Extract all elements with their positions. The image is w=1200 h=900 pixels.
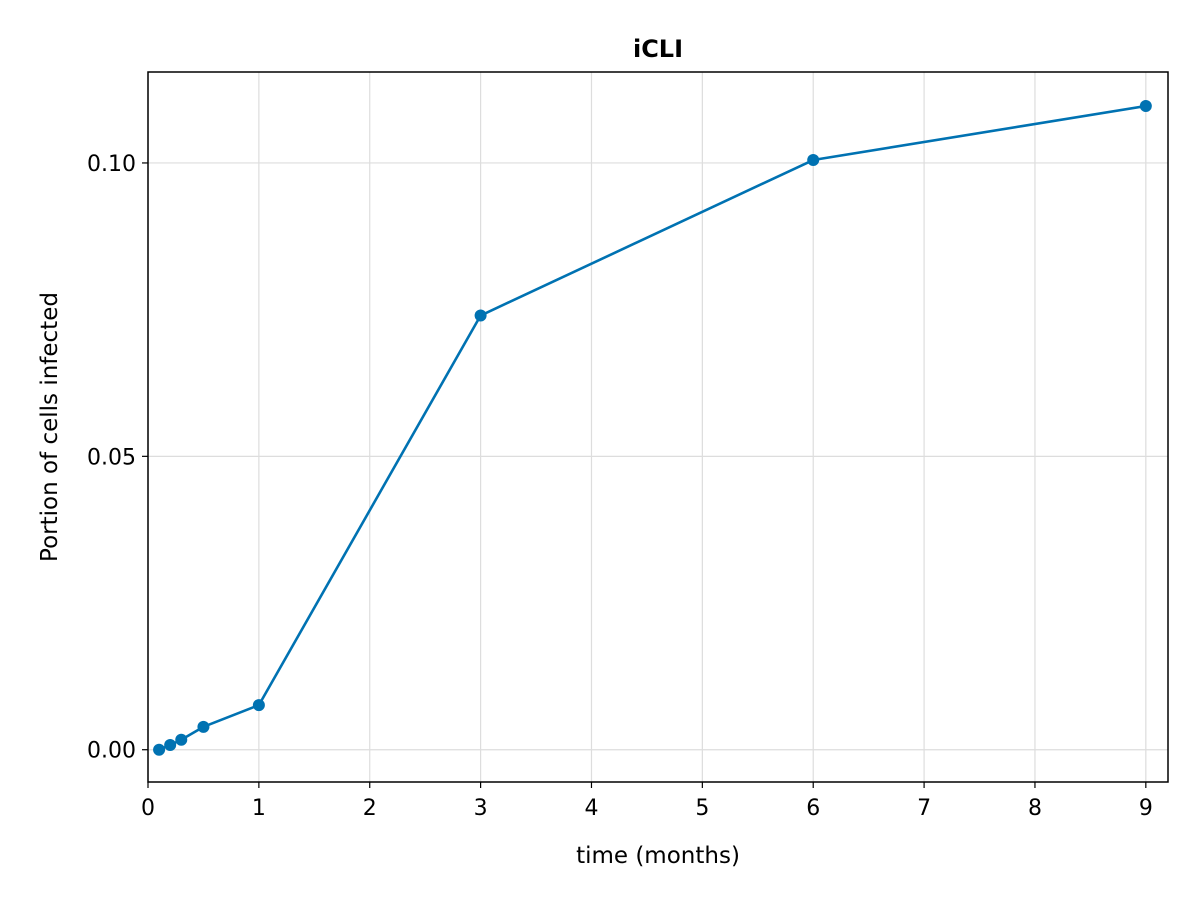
x-tick-label: 9 bbox=[1139, 796, 1153, 821]
x-tick-label: 7 bbox=[917, 796, 931, 821]
axes-frame bbox=[147, 71, 1169, 783]
data-point bbox=[197, 720, 210, 733]
data-point bbox=[153, 743, 166, 756]
chart-title: iCLI bbox=[633, 35, 683, 63]
data-point bbox=[474, 309, 487, 322]
y-tick-label: 0.10 bbox=[87, 152, 136, 177]
data-point bbox=[807, 154, 820, 167]
data-point bbox=[252, 699, 265, 712]
x-tick-label: 3 bbox=[474, 796, 488, 821]
y-axis: 0.00 0.05 0.10 bbox=[87, 152, 148, 764]
data-point bbox=[1139, 100, 1152, 113]
x-tick-label: 5 bbox=[695, 796, 709, 821]
x-tick-label: 0 bbox=[141, 796, 155, 821]
plot-area bbox=[153, 100, 1152, 756]
x-axis: 0 1 2 3 4 5 6 7 8 9 bbox=[141, 782, 1153, 821]
x-tick-label: 4 bbox=[584, 796, 598, 821]
y-tick-label: 0.05 bbox=[87, 445, 136, 470]
data-point bbox=[164, 739, 177, 752]
x-tick-label: 6 bbox=[806, 796, 820, 821]
y-tick-label: 0.00 bbox=[87, 739, 136, 764]
x-tick-label: 1 bbox=[252, 796, 266, 821]
x-tick-label: 8 bbox=[1028, 796, 1042, 821]
y-axis-title: Portion of cells infected bbox=[37, 292, 63, 562]
x-axis-title: time (months) bbox=[576, 843, 740, 869]
grid bbox=[147, 72, 1168, 782]
data-point bbox=[175, 733, 188, 746]
x-tick-label: 2 bbox=[363, 796, 377, 821]
